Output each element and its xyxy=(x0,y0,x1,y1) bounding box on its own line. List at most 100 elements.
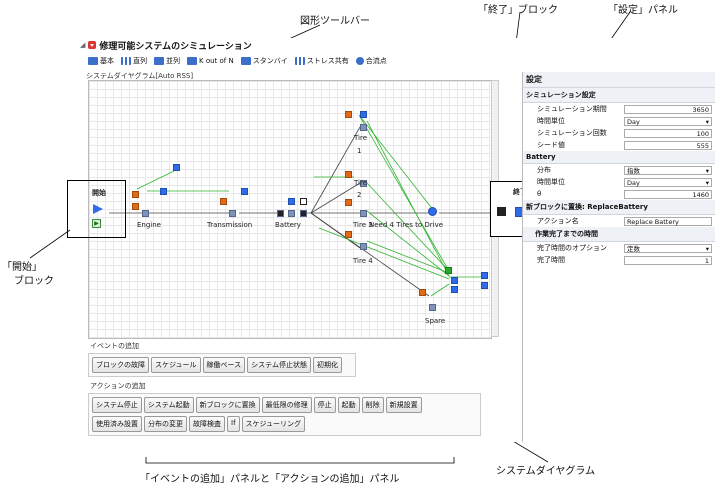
engine-effect-block[interactable] xyxy=(160,188,167,195)
action-button[interactable]: スケジューリング xyxy=(241,416,306,432)
event-button[interactable]: システム停止状態 xyxy=(247,357,311,373)
sim-count-row: シミュレーション回数 100 xyxy=(523,127,715,139)
dropdown-arrow-icon: ▾ xyxy=(705,178,709,187)
spare-effect-block[interactable] xyxy=(451,277,458,284)
transmission-cause-block[interactable] xyxy=(220,198,227,205)
action-button[interactable]: 起動 xyxy=(337,397,360,413)
battery-input-block[interactable] xyxy=(277,210,284,217)
sim-count-input[interactable]: 100 xyxy=(624,128,712,138)
event-button[interactable]: スケジュール xyxy=(151,357,201,373)
battery-output-block[interactable] xyxy=(300,210,307,217)
tire1-block[interactable] xyxy=(360,124,367,131)
event-button[interactable]: ブロックの故障 xyxy=(92,357,149,373)
battery-plus-icon[interactable] xyxy=(300,198,307,205)
tire2-cause-block[interactable] xyxy=(345,171,352,178)
basic-block-icon xyxy=(88,57,98,65)
tire1-effect-block[interactable] xyxy=(360,111,367,118)
seed-input[interactable]: 555 xyxy=(624,140,712,150)
dropdown-arrow-icon: ▾ xyxy=(705,117,709,126)
window-title: 修理可能システムのシミュレーション xyxy=(99,41,252,52)
transmission-block[interactable] xyxy=(229,210,236,217)
system-diagram[interactable]: Engine Transmission Battery Tire 1 Tire … xyxy=(88,80,492,339)
callout-start-block-line1: 「開始」 xyxy=(2,262,42,273)
toolbar-k-out-of-n[interactable]: K out of N xyxy=(187,57,234,65)
spare-effect-block[interactable] xyxy=(451,286,458,293)
callout-system-diagram: システムダイヤグラム xyxy=(496,466,596,477)
engine-effect-block[interactable] xyxy=(173,164,180,171)
series-icon xyxy=(121,57,131,65)
spare-effect-block[interactable] xyxy=(481,272,488,279)
spare-cause-block[interactable] xyxy=(419,289,426,296)
battery-time-unit-select[interactable]: Day ▾ xyxy=(624,177,712,187)
tire1-cause-block[interactable] xyxy=(345,111,352,118)
tire3-cause-block[interactable] xyxy=(345,199,352,206)
action-name-row: アクション名 Replace Battery xyxy=(523,215,715,227)
replace-section[interactable]: 新ブロックに置換: ReplaceBattery xyxy=(523,200,715,215)
action-name-input[interactable]: Replace Battery xyxy=(624,216,712,226)
events-actions-area: イベントの追加 ブロックの故障 スケジュール 稼働ベース システム停止状態 初期… xyxy=(88,341,488,436)
start-label: 開始 xyxy=(92,189,106,197)
spare-label: Spare xyxy=(425,317,446,325)
completion-section[interactable]: 作業完了までの時間 xyxy=(523,227,715,242)
callout-settings-panel: 「設定」パネル xyxy=(608,5,678,16)
knot-icon xyxy=(355,57,364,65)
event-panel: ブロックの故障 スケジュール 稼働ベース システム停止状態 初期化 xyxy=(88,353,356,377)
distribution-select[interactable]: 指数 ▾ xyxy=(624,165,712,175)
time-unit-select[interactable]: Day ▾ xyxy=(624,116,712,126)
event-button[interactable]: 初期化 xyxy=(312,357,342,373)
tire4-block[interactable] xyxy=(360,243,367,250)
battery-section[interactable]: Battery xyxy=(523,151,715,164)
action-button[interactable]: 使用済み設置 xyxy=(92,416,142,432)
action-button[interactable]: システム停止 xyxy=(92,397,142,413)
action-button[interactable]: システム起動 xyxy=(143,397,194,413)
engine-cause-block[interactable] xyxy=(132,191,139,198)
spare-effect-block[interactable] xyxy=(481,282,488,289)
sim-period-input[interactable]: 3650 xyxy=(624,104,712,114)
action-panel-header: アクションの追加 xyxy=(90,382,146,390)
tire4-cause-block[interactable] xyxy=(345,231,352,238)
engine-block[interactable] xyxy=(142,210,149,217)
action-button[interactable]: 故障検査 xyxy=(189,416,225,432)
knot-node[interactable] xyxy=(428,207,437,216)
tire2-label-b: 2 xyxy=(357,191,362,199)
toolbar-parallel[interactable]: 並列 xyxy=(154,56,180,66)
event-button[interactable]: 稼働ベース xyxy=(202,357,246,373)
action-button[interactable]: If xyxy=(227,416,240,432)
run-icon[interactable]: ▶ xyxy=(92,219,101,228)
callout-shape-toolbar: 図形ツールバー xyxy=(300,16,370,27)
battery-effect-block[interactable] xyxy=(288,198,295,205)
callout-end-block: 「終了」ブロック xyxy=(478,5,558,16)
toolbar-stress-sharing[interactable]: ストレス共有 xyxy=(294,56,349,66)
collapse-triangle-icon[interactable]: ◢ xyxy=(80,41,86,49)
start-play-icon[interactable] xyxy=(92,203,104,215)
theta-row: θ 1460 xyxy=(523,188,715,200)
toolbar-knot[interactable]: 合流点 xyxy=(355,56,387,66)
action-button[interactable]: 最低限の修理 xyxy=(261,397,312,413)
completion-time-input[interactable]: 1 xyxy=(624,255,712,265)
battery-block[interactable] xyxy=(288,210,295,217)
toolbar-series[interactable]: 直列 xyxy=(121,56,147,66)
sim-period-row: シミュレーション期間 3650 xyxy=(523,103,715,115)
k-out-of-n-icon xyxy=(187,57,197,65)
toolbar-standby[interactable]: スタンバイ xyxy=(240,56,288,66)
engine-cause-block[interactable] xyxy=(132,203,139,210)
spare-block[interactable] xyxy=(429,304,436,311)
toolbar-basic[interactable]: 基本 xyxy=(88,56,114,66)
action-button[interactable]: 新ブロックに置換 xyxy=(195,397,260,413)
action-panel: システム停止 システム起動 新ブロックに置換 最低限の修理 停止 起動 削除 新… xyxy=(88,393,481,436)
end-label: 終了 xyxy=(513,188,527,196)
simulation-settings-section[interactable]: シミュレーション設定 xyxy=(523,88,715,103)
red-triangle-menu-icon[interactable] xyxy=(88,41,97,49)
settings-title: 設定 xyxy=(523,72,715,88)
completion-option-select[interactable]: 定数 ▾ xyxy=(624,243,712,253)
tire2-block[interactable] xyxy=(360,180,367,187)
action-button[interactable]: 削除 xyxy=(361,397,384,413)
diagram-header: システムダイヤグラム[Auto RSS] xyxy=(86,72,194,80)
transmission-effect-block[interactable] xyxy=(241,188,248,195)
action-button[interactable]: 新規設置 xyxy=(385,397,422,413)
action-button[interactable]: 停止 xyxy=(313,397,336,413)
standby-green-block[interactable] xyxy=(445,267,452,274)
tire3-block[interactable] xyxy=(360,210,367,217)
action-button[interactable]: 分布の変更 xyxy=(144,416,187,432)
theta-input[interactable]: 1460 xyxy=(624,189,712,199)
